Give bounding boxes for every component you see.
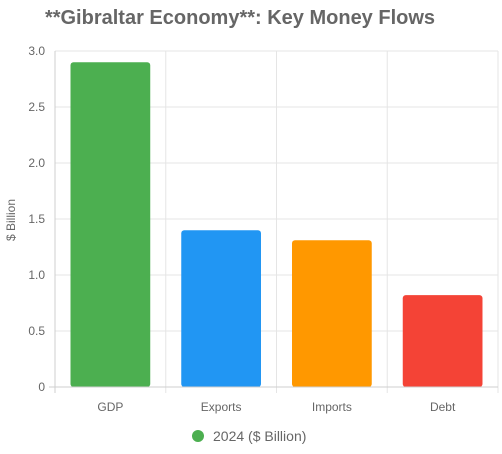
x-tick-label: Imports (312, 400, 352, 414)
bar-gdp[interactable] (70, 62, 151, 387)
legend-swatch (192, 430, 204, 442)
y-tick-label: 2.0 (28, 156, 45, 170)
y-tick-label: 2.5 (28, 100, 45, 114)
x-tick-label: Debt (430, 400, 456, 414)
tick-labels: 0 0.5 1.0 1.5 2.0 2.5 3.0 GDP Exports Imports Debt (28, 44, 456, 414)
chart-title: **Gibraltar Economy**: Key Money Flows (45, 7, 435, 29)
x-tick-label: GDP (97, 400, 123, 414)
y-tick-label: 0 (38, 380, 45, 394)
legend[interactable]: 2024 ($ Billion) (192, 428, 306, 444)
bars (70, 62, 483, 387)
y-tick-label: 1.0 (28, 268, 45, 282)
legend-label: 2024 ($ Billion) (213, 428, 306, 444)
bar-exports[interactable] (181, 230, 261, 387)
y-tick-label: 0.5 (28, 324, 45, 338)
y-tick-label: 3.0 (28, 44, 45, 58)
y-tick-label: 1.5 (28, 212, 45, 226)
y-axis-title: $ Billion (4, 199, 18, 241)
x-tick-label: Exports (201, 400, 242, 414)
bar-imports[interactable] (292, 240, 372, 387)
bar-debt[interactable] (402, 295, 483, 387)
